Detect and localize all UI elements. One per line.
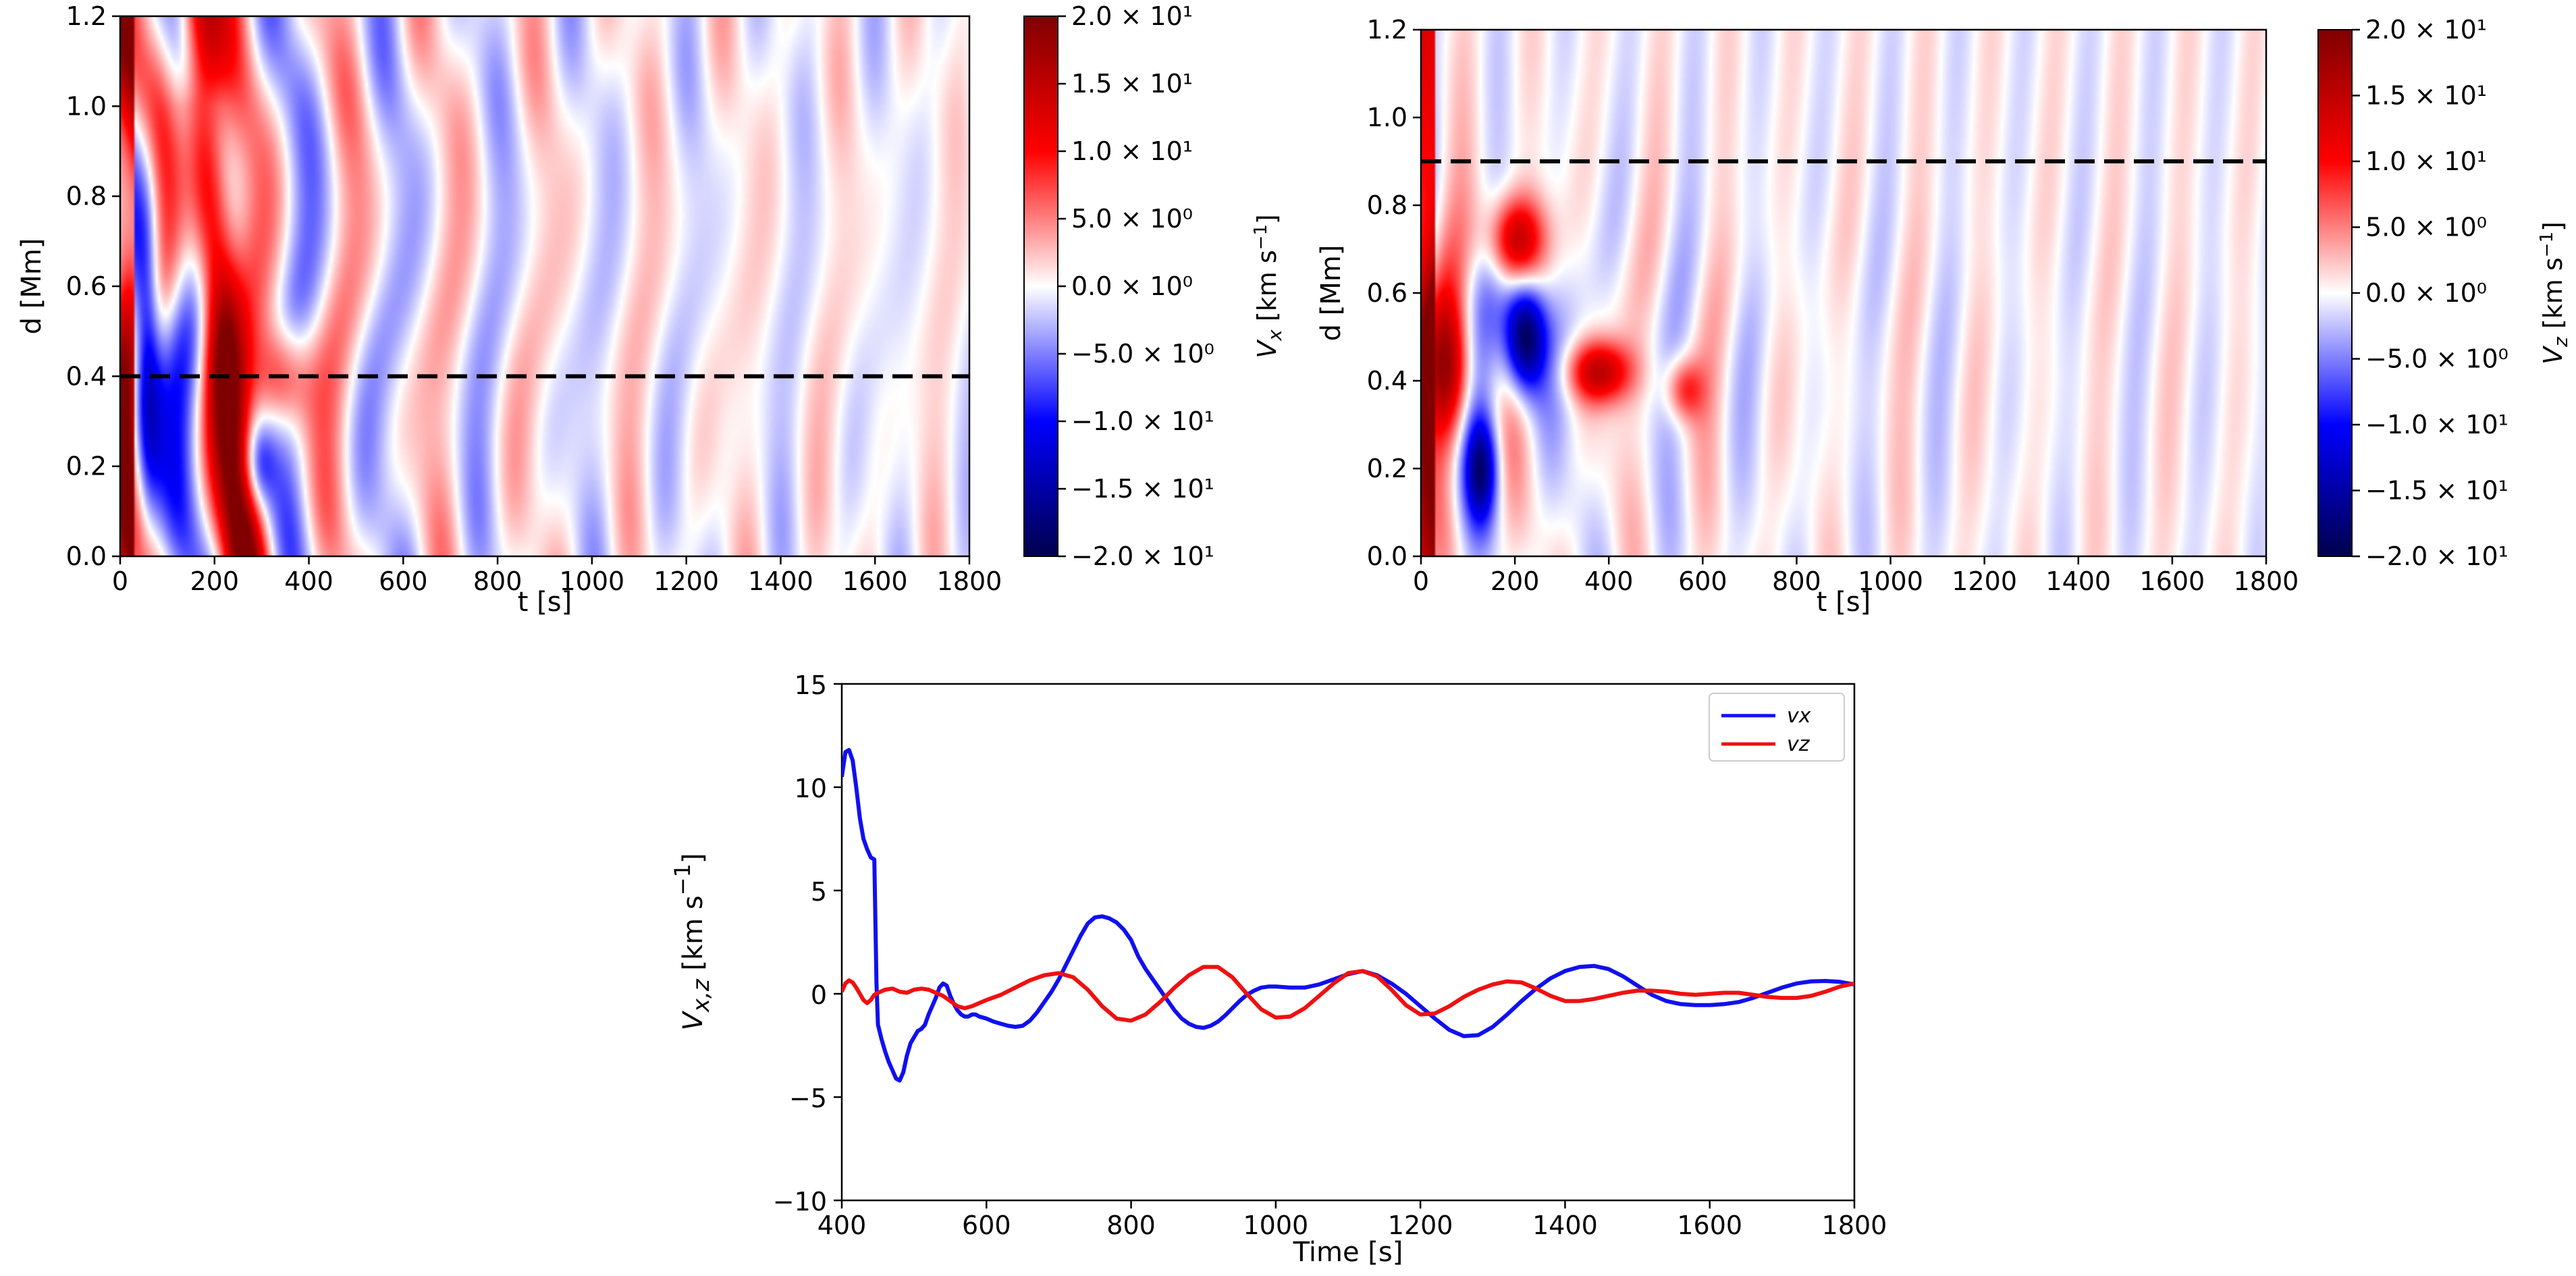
colorbar-tick-label: 1.0 × 10¹: [1071, 136, 1193, 166]
x-tick-label: 400: [284, 566, 333, 596]
vz-heatmap-panel: 0 200 400 600 800 1000 1200 1400 1600 1800 0.0 0.2…: [1316, 15, 2572, 618]
x-tick-label: 1600: [842, 566, 908, 596]
timeseries-legend: vx vz: [1709, 693, 1845, 762]
colorbar-tick-label: −1.5 × 10¹: [1071, 474, 1214, 504]
x-tick-label: 400: [1584, 566, 1634, 596]
x-tick-label: 1600: [1677, 1211, 1742, 1240]
colorbar-tick-label: 1.5 × 10¹: [2365, 81, 2487, 111]
y-tick-label: 5: [811, 877, 827, 907]
y-tick-label: 0.4: [66, 361, 107, 391]
x-tick-label: 1000: [560, 566, 625, 596]
y-tick-label: 0.6: [66, 271, 107, 301]
y-tick-label: 0.2: [1367, 454, 1407, 483]
y-tick-label: 0.0: [1367, 541, 1407, 571]
x-tick-label: 1000: [1243, 1211, 1308, 1240]
x-tick-label: 400: [817, 1211, 867, 1240]
x-tick-label: 1400: [2045, 566, 2111, 596]
x-tick-label: 600: [962, 1211, 1011, 1240]
y-tick-label: 1.2: [66, 1, 107, 31]
timeseries-frame: [840, 683, 1856, 1202]
vz-colorbar-label: Vz [km s−1]: [2537, 221, 2572, 365]
y-tick-label: 0.8: [1367, 190, 1407, 220]
vx-x-axis-label: t [s]: [518, 587, 572, 618]
colorbar-tick-label: −1.5 × 10¹: [2365, 476, 2508, 506]
vx-colorbar-ticks: 2.0 × 10¹ 1.5 × 10¹ 1.0 × 10¹ 5.0 × 10⁰ 0.0 …: [1058, 1, 1214, 571]
series-line-vz: [842, 965, 1854, 1023]
colorbar-tick-label: −5.0 × 10⁰: [2365, 344, 2508, 374]
x-tick-label: 0: [1413, 566, 1429, 596]
x-tick-label: 1000: [1858, 566, 1923, 596]
x-tick-label: 1200: [1952, 566, 2017, 596]
x-tick-label: 1400: [748, 566, 813, 596]
timeseries-y-ticks: −10 −5 0 5 10 15: [773, 670, 842, 1217]
y-tick-label: 10: [795, 774, 827, 803]
vz-colorbar-ticks: 2.0 × 10¹ 1.5 × 10¹ 1.0 × 10¹ 5.0 × 10⁰ 0.0 …: [2352, 15, 2508, 571]
colorbar-tick-label: 5.0 × 10⁰: [2365, 213, 2487, 242]
y-tick-label: 1.0: [1367, 103, 1407, 132]
x-tick-label: 600: [379, 566, 428, 596]
y-tick-label: 0.6: [1367, 278, 1407, 308]
vz-heatmap-image: [1421, 30, 2266, 556]
timeseries-x-ticks: 400 600 800 1000 1200 1400 1600 1800: [817, 1200, 1887, 1240]
timeseries-lines: [842, 747, 1854, 1083]
x-tick-label: 800: [473, 566, 522, 596]
colorbar-tick-label: −2.0 × 10¹: [1071, 541, 1214, 571]
velocity-timeseries-panel: 400 600 800 1000 1200 1400 1600 1800 −10 −5 0 5 10 1…: [670, 670, 1887, 1268]
series-line-vx: [842, 747, 1854, 1083]
x-tick-label: 800: [1772, 566, 1821, 596]
colorbar-tick-label: 5.0 × 10⁰: [1071, 204, 1193, 234]
legend-label-vx: vx: [1787, 704, 1811, 728]
y-tick-label: 0: [811, 980, 827, 1010]
vz-y-axis-label: d [Mm]: [1316, 245, 1347, 342]
vx-colorbar-label: Vx [km s−1]: [1251, 214, 1286, 358]
x-tick-label: 600: [1678, 566, 1727, 596]
colorbar-tick-label: 0.0 × 10⁰: [1071, 271, 1193, 301]
vx-heatmap-panel: 0 200 400 600 800 1000 1200 1400 1600 1800 0.0 0.2…: [16, 1, 1286, 618]
vx-heatmap-image: [120, 16, 969, 556]
y-tick-label: 15: [795, 670, 827, 700]
x-tick-label: 200: [1491, 566, 1540, 596]
vx-colorbar: [1023, 16, 1058, 557]
vz-x-ticks: 0 200 400 600 800 1000 1200 1400 1600 1800: [1413, 556, 2299, 596]
y-tick-label: 1.0: [66, 91, 107, 121]
x-tick-label: 1800: [937, 566, 1002, 596]
vz-colorbar: [2317, 29, 2353, 557]
y-tick-label: 0.0: [66, 541, 107, 571]
colorbar-tick-label: −1.0 × 10¹: [2365, 410, 2508, 440]
y-tick-label: −5: [789, 1084, 827, 1113]
legend-box: [1709, 693, 1845, 762]
vx-x-ticks: 0 200 400 600 800 1000 1200 1400 1600 1800: [112, 556, 1002, 596]
vx-y-ticks: 0.0 0.2 0.4 0.6 0.8 1.0 1.2: [66, 1, 120, 571]
y-tick-label: 0.8: [66, 182, 107, 211]
x-tick-label: 1800: [1822, 1211, 1887, 1240]
colorbar-tick-label: 1.0 × 10¹: [2365, 147, 2487, 176]
colorbar-tick-label: 0.0 × 10⁰: [2365, 278, 2487, 308]
colorbar-tick-label: 1.5 × 10¹: [1071, 69, 1193, 99]
y-tick-label: 0.2: [66, 452, 107, 481]
y-tick-label: 1.2: [1367, 15, 1407, 45]
y-tick-label: −10: [773, 1187, 827, 1217]
colorbar-tick-label: −1.0 × 10¹: [1071, 406, 1214, 436]
x-tick-label: 1800: [2234, 566, 2299, 596]
colorbar-tick-label: −5.0 × 10⁰: [1071, 339, 1214, 369]
x-tick-label: 1400: [1532, 1211, 1598, 1240]
colorbar-tick-label: −2.0 × 10¹: [2365, 541, 2508, 571]
x-tick-label: 0: [112, 566, 128, 596]
x-tick-label: 1200: [1388, 1211, 1453, 1240]
timeseries-x-axis-label: Time [s]: [1293, 1237, 1403, 1268]
legend-label-vz: vz: [1787, 733, 1810, 756]
vz-y-ticks: 0.0 0.2 0.4 0.6 0.8 1.0 1.2: [1367, 15, 1421, 571]
x-tick-label: 200: [190, 566, 240, 596]
timeseries-y-axis-label: Vx,z [km s−1]: [670, 853, 715, 1031]
vx-y-axis-label: d [Mm]: [16, 238, 47, 335]
colorbar-tick-label: 2.0 × 10¹: [2365, 15, 2487, 45]
vz-x-axis-label: t [s]: [1817, 587, 1871, 618]
colorbar-tick-label: 2.0 × 10¹: [1071, 1, 1193, 31]
y-tick-label: 0.4: [1367, 366, 1407, 396]
x-tick-label: 800: [1106, 1211, 1156, 1240]
x-tick-label: 1200: [653, 566, 719, 596]
x-tick-label: 1600: [2140, 566, 2205, 596]
